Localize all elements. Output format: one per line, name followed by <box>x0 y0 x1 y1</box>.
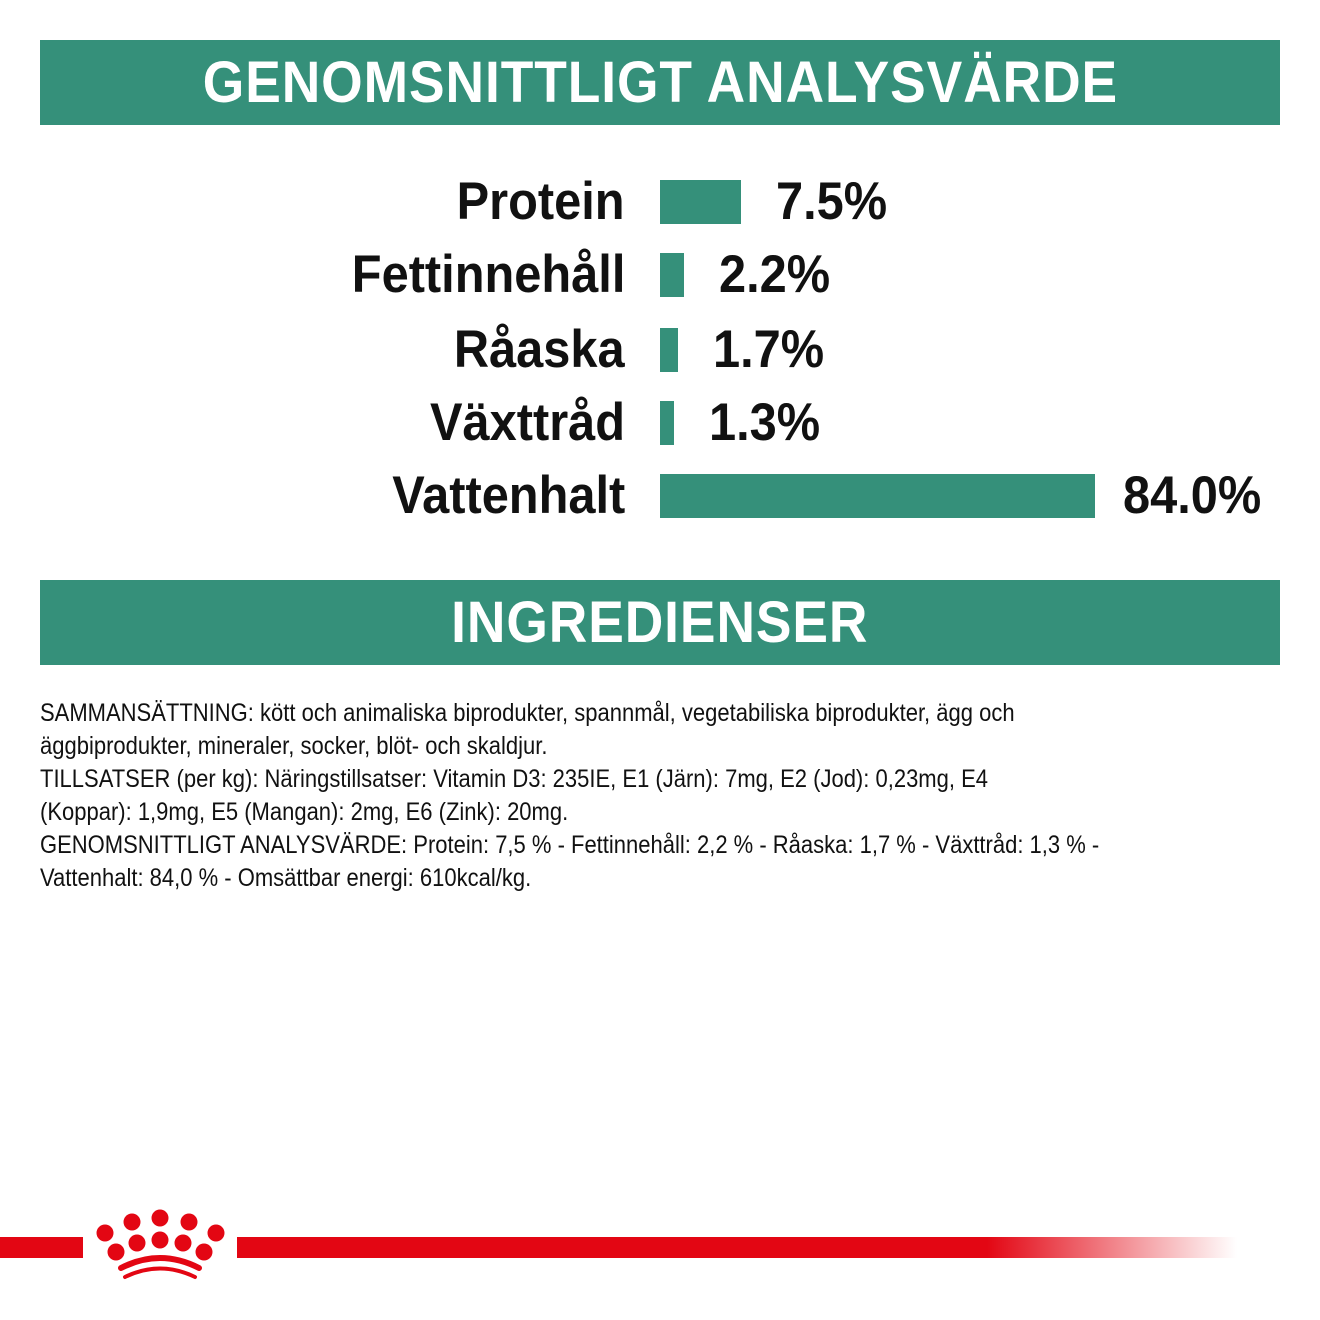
value-label: 2.2% <box>718 245 830 304</box>
value-label: 7.5% <box>776 172 888 231</box>
ingredients-line: SAMMANSÄTTNING: kött och animaliska bipr… <box>40 699 1015 727</box>
red-line-right <box>237 1237 1237 1258</box>
bar-växttråd <box>660 401 675 445</box>
bar-råaska <box>660 328 679 372</box>
analysis-header: GENOMSNITTLIGT ANALYSVÄRDE <box>40 40 1280 125</box>
chart-row: Råaska 1.7% <box>0 320 1320 380</box>
bar-protein <box>660 180 741 224</box>
ingredients-header: INGREDIENSER <box>40 580 1280 665</box>
value-label: 1.7% <box>713 320 825 379</box>
red-line-left <box>0 1237 83 1258</box>
ingredients-header-text: INGREDIENSER <box>451 590 869 655</box>
category-label: Växttråd <box>429 393 625 452</box>
ingredients-text: SAMMANSÄTTNING: kött och animaliska bipr… <box>40 697 1300 895</box>
chart-row: Växttråd 1.3% <box>0 393 1320 453</box>
ingredients-line: GENOMSNITTLIGT ANALYSVÄRDE: Protein: 7,5… <box>40 831 1100 859</box>
analysis-header-text: GENOMSNITTLIGT ANALYSVÄRDE <box>202 50 1118 115</box>
ingredients-line: Vattenhalt: 84,0 % - Omsättbar energi: 6… <box>40 864 532 892</box>
category-label: Protein <box>457 172 625 231</box>
chart-row: Fettinnehåll 2.2% <box>0 245 1320 305</box>
ingredients-line: TILLSATSER (per kg): Näringstillsatser: … <box>40 765 989 793</box>
bar-fettinnehåll <box>660 253 684 297</box>
category-label: Råaska <box>454 320 625 379</box>
royal-canin-crown-logo-icon <box>96 1209 225 1279</box>
chart-row: Protein 7.5% <box>0 172 1320 232</box>
category-label: Fettinnehåll <box>351 245 625 304</box>
bar-vattenhalt <box>660 474 1095 518</box>
value-label: 1.3% <box>709 393 821 452</box>
ingredients-line: (Koppar): 1,9mg, E5 (Mangan): 2mg, E6 (Z… <box>40 798 569 826</box>
brand-footer <box>0 1209 1237 1279</box>
ingredients-line: äggbiprodukter, mineraler, socker, blöt-… <box>40 732 548 760</box>
value-label: 84.0% <box>1123 466 1262 525</box>
category-label: Vattenhalt <box>391 466 625 525</box>
chart-row: Vattenhalt 84.0% <box>0 466 1320 526</box>
